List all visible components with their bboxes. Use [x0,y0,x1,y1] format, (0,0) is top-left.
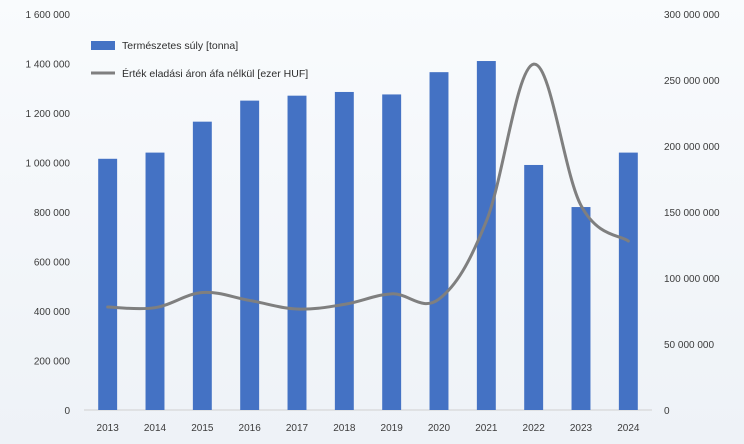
x-axis-tick-label: 2019 [381,423,404,434]
legend-swatch-bar [91,41,115,50]
right-axis-tick-label: 50 000 000 [664,340,714,351]
right-axis-tick-label: 150 000 000 [664,208,720,219]
x-axis-tick-label: 2024 [617,423,640,434]
bar [287,95,307,411]
bar [334,91,354,411]
x-axis-tick-label: 2021 [475,423,498,434]
legend: Természetes súly [tonna] Érték eladási á… [91,40,308,80]
line-path [106,62,630,311]
bar [429,72,449,410]
x-axis: 2013 2014 2015 2016 2017 2018 2019 2020 2021 2022… [84,409,652,434]
line-series [106,62,630,311]
bar [476,61,496,411]
left-axis-tick-label: 400 000 [34,307,71,318]
right-axis-tick-label: 100 000 000 [664,274,720,285]
bar [145,152,165,410]
x-axis-tick-label: 2014 [144,423,167,434]
left-axis-tick-label: 1 000 000 [26,159,71,170]
bar [571,207,591,410]
bar [192,121,212,410]
bar-series [98,61,638,411]
right-axis-tick-label: 250 000 000 [664,76,720,87]
bar [98,158,118,410]
x-axis-tick-label: 2022 [523,423,546,434]
legend-label-line: Érték eladási áron áfa nélkül [ezer HUF] [122,67,308,80]
legend-label-bar: Természetes súly [tonna] [122,40,238,52]
left-axis-tick-label: 1 600 000 [26,10,71,21]
x-axis-tick-label: 2015 [191,423,214,434]
left-axis: 0 200 000 400 000 600 000 800 000 1 000 000 1 … [26,10,71,417]
left-axis-tick-label: 600 000 [34,258,71,269]
x-axis-tick-label: 2017 [286,423,309,434]
left-axis-tick-label: 200 000 [34,357,71,368]
bar [382,94,402,410]
bar [618,152,638,410]
x-axis-tick-label: 2016 [239,423,262,434]
bar [524,164,544,410]
x-axis-tick-label: 2018 [333,423,356,434]
right-axis-tick-label: 0 [664,406,670,417]
bar [240,100,260,410]
x-axis-tick-label: 2023 [570,423,593,434]
right-axis-tick-label: 300 000 000 [664,10,720,21]
left-axis-tick-label: 0 [64,406,70,417]
x-axis-tick-label: 2013 [97,423,120,434]
left-axis-tick-label: 800 000 [34,208,71,219]
right-axis: 0 50 000 000 100 000 000 150 000 000 200 000… [664,10,720,417]
right-axis-tick-label: 200 000 000 [664,142,720,153]
left-axis-tick-label: 1 400 000 [26,60,71,71]
left-axis-tick-label: 1 200 000 [26,109,71,120]
x-axis-tick-label: 2020 [428,423,451,434]
